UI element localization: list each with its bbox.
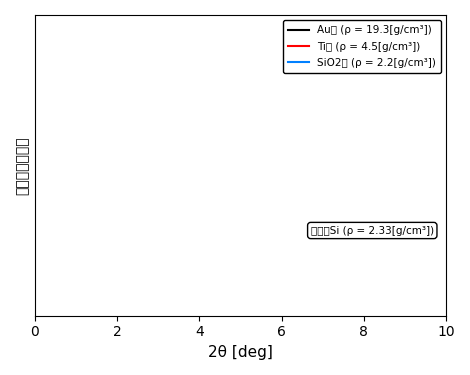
Text: 基板：Si (ρ = 2.33[g/cm³]): 基板：Si (ρ = 2.33[g/cm³]) (311, 225, 434, 236)
Legend: Au膜 (ρ = 19.3[g/cm³]), Ti膜 (ρ = 4.5[g/cm³]), SiO2膜 (ρ = 2.2[g/cm³]): Au膜 (ρ = 19.3[g/cm³]), Ti膜 (ρ = 4.5[g/cm… (282, 20, 441, 73)
X-axis label: 2θ [deg]: 2θ [deg] (208, 345, 273, 360)
Y-axis label: 反射強度の対数: 反射強度の対数 (15, 136, 29, 195)
